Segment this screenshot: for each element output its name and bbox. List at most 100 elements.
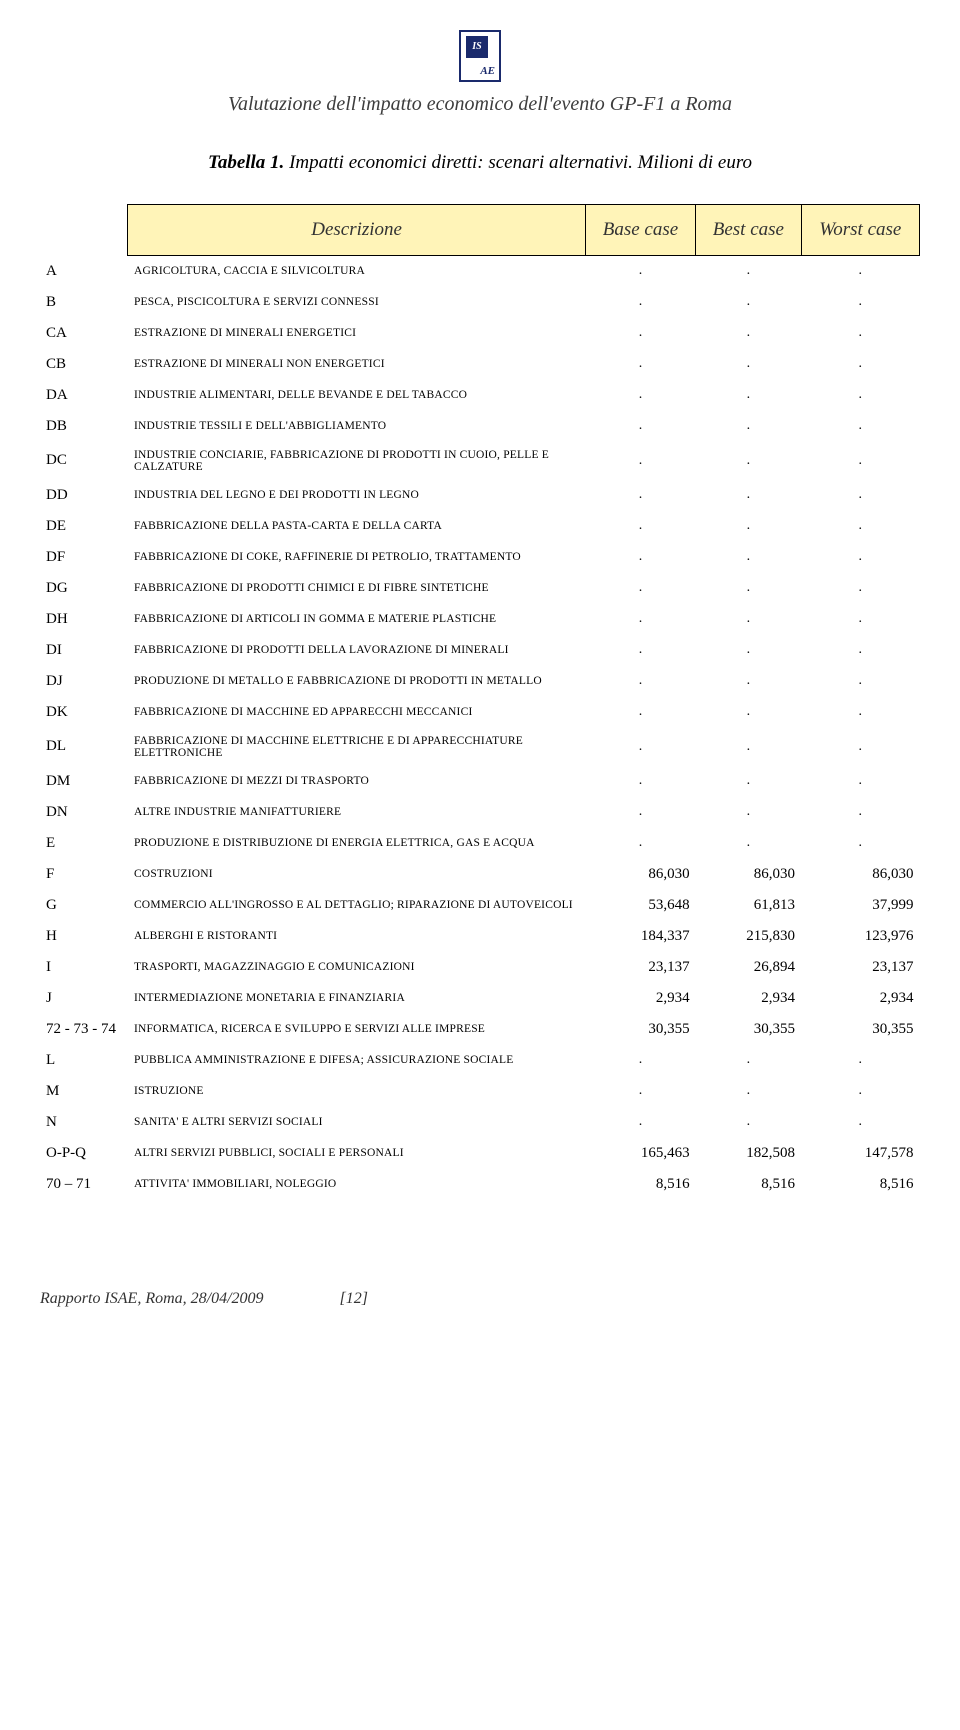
- row-description: TRASPORTI, MAGAZZINAGGIO E COMUNICAZIONI: [128, 952, 585, 983]
- row-description: FABBRICAZIONE DI PRODOTTI DELLA LAVORAZI…: [128, 635, 585, 666]
- header-descrizione: Descrizione: [128, 205, 585, 256]
- row-value: 2,934: [585, 983, 695, 1014]
- row-value: 86,030: [585, 859, 695, 890]
- row-description: FABBRICAZIONE DI MACCHINE ED APPARECCHI …: [128, 697, 585, 728]
- row-value: .: [696, 480, 801, 511]
- row-value: .: [585, 573, 695, 604]
- row-value: .: [696, 318, 801, 349]
- row-value: .: [696, 828, 801, 859]
- table-row: CAESTRAZIONE DI MINERALI ENERGETICI...: [40, 318, 920, 349]
- row-value: .: [801, 411, 919, 442]
- row-value: .: [696, 511, 801, 542]
- row-description: FABBRICAZIONE DI PRODOTTI CHIMICI E DI F…: [128, 573, 585, 604]
- table-row: DHFABBRICAZIONE DI ARTICOLI IN GOMMA E M…: [40, 604, 920, 635]
- row-value: .: [585, 256, 695, 287]
- row-value: 37,999: [801, 890, 919, 921]
- row-value: 184,337: [585, 921, 695, 952]
- row-value: .: [696, 573, 801, 604]
- row-code: DG: [40, 573, 128, 604]
- row-code: M: [40, 1076, 128, 1107]
- row-code: L: [40, 1045, 128, 1076]
- isae-logo: IS AE: [459, 30, 501, 82]
- row-value: .: [801, 604, 919, 635]
- row-value: .: [585, 1045, 695, 1076]
- row-value: 8,516: [585, 1169, 695, 1200]
- row-description: AGRICOLTURA, CACCIA E SILVICOLTURA: [128, 256, 585, 287]
- row-description: SANITA' E ALTRI SERVIZI SOCIALI: [128, 1107, 585, 1138]
- row-value: .: [696, 697, 801, 728]
- table-row: DIFABBRICAZIONE DI PRODOTTI DELLA LAVORA…: [40, 635, 920, 666]
- header-best-case: Best case: [696, 205, 801, 256]
- table-row: 70 – 71ATTIVITA' IMMOBILIARI, NOLEGGIO8,…: [40, 1169, 920, 1200]
- row-description: INTERMEDIAZIONE MONETARIA E FINANZIARIA: [128, 983, 585, 1014]
- row-value: .: [585, 349, 695, 380]
- row-code: DL: [40, 728, 128, 766]
- row-value: .: [696, 287, 801, 318]
- row-value: .: [585, 1107, 695, 1138]
- row-value: .: [801, 828, 919, 859]
- row-value: 2,934: [801, 983, 919, 1014]
- logo-top-text: IS: [466, 36, 488, 58]
- row-value: 23,137: [801, 952, 919, 983]
- footer-page: [12]: [340, 1290, 368, 1307]
- row-value: .: [696, 635, 801, 666]
- row-value: 123,976: [801, 921, 919, 952]
- table-caption: Tabella 1. Impatti economici diretti: sc…: [40, 152, 920, 174]
- row-value: .: [585, 542, 695, 573]
- table-row: MISTRUZIONE...: [40, 1076, 920, 1107]
- table-row: CBESTRAZIONE DI MINERALI NON ENERGETICI.…: [40, 349, 920, 380]
- row-value: .: [801, 380, 919, 411]
- row-value: .: [801, 287, 919, 318]
- row-value: .: [585, 797, 695, 828]
- table-row: DFFABBRICAZIONE DI COKE, RAFFINERIE DI P…: [40, 542, 920, 573]
- row-description: INDUSTRIA DEL LEGNO E DEI PRODOTTI IN LE…: [128, 480, 585, 511]
- row-description: ATTIVITA' IMMOBILIARI, NOLEGGIO: [128, 1169, 585, 1200]
- table-row: DEFABBRICAZIONE DELLA PASTA-CARTA E DELL…: [40, 511, 920, 542]
- table-row: EPRODUZIONE E DISTRIBUZIONE DI ENERGIA E…: [40, 828, 920, 859]
- row-value: .: [696, 1076, 801, 1107]
- table-row: DKFABBRICAZIONE DI MACCHINE ED APPARECCH…: [40, 697, 920, 728]
- row-description: ALTRI SERVIZI PUBBLICI, SOCIALI E PERSON…: [128, 1138, 585, 1169]
- row-value: .: [585, 318, 695, 349]
- row-description: PRODUZIONE DI METALLO E FABBRICAZIONE DI…: [128, 666, 585, 697]
- row-code: DK: [40, 697, 128, 728]
- row-value: .: [696, 349, 801, 380]
- row-value: 86,030: [801, 859, 919, 890]
- row-value: .: [696, 728, 801, 766]
- row-code: B: [40, 287, 128, 318]
- row-description: ISTRUZIONE: [128, 1076, 585, 1107]
- row-value: .: [801, 442, 919, 480]
- row-value: .: [585, 697, 695, 728]
- row-value: .: [585, 511, 695, 542]
- row-value: 165,463: [585, 1138, 695, 1169]
- row-description: INDUSTRIE ALIMENTARI, DELLE BEVANDE E DE…: [128, 380, 585, 411]
- row-code: DB: [40, 411, 128, 442]
- row-value: .: [585, 604, 695, 635]
- table-row: DDINDUSTRIA DEL LEGNO E DEI PRODOTTI IN …: [40, 480, 920, 511]
- row-value: .: [801, 511, 919, 542]
- footer-left: Rapporto ISAE, Roma, 28/04/2009: [40, 1290, 264, 1307]
- header-corner: [40, 205, 128, 256]
- table-row: DNALTRE INDUSTRIE MANIFATTURIERE...: [40, 797, 920, 828]
- logo-container: IS AE: [40, 30, 920, 87]
- table-row: ITRASPORTI, MAGAZZINAGGIO E COMUNICAZION…: [40, 952, 920, 983]
- row-code: N: [40, 1107, 128, 1138]
- row-value: .: [696, 666, 801, 697]
- table-row: DCINDUSTRIE CONCIARIE, FABBRICAZIONE DI …: [40, 442, 920, 480]
- row-value: .: [696, 256, 801, 287]
- impacts-table: Descrizione Base case Best case Worst ca…: [40, 204, 920, 1200]
- table-row: DGFABBRICAZIONE DI PRODOTTI CHIMICI E DI…: [40, 573, 920, 604]
- row-code: I: [40, 952, 128, 983]
- row-code: DE: [40, 511, 128, 542]
- row-value: 26,894: [696, 952, 801, 983]
- table-row: FCOSTRUZIONI86,03086,03086,030: [40, 859, 920, 890]
- table-row: O-P-QALTRI SERVIZI PUBBLICI, SOCIALI E P…: [40, 1138, 920, 1169]
- row-value: .: [696, 542, 801, 573]
- row-value: 23,137: [585, 952, 695, 983]
- row-value: .: [585, 287, 695, 318]
- row-value: .: [585, 828, 695, 859]
- row-description: INDUSTRIE TESSILI E DELL'ABBIGLIAMENTO: [128, 411, 585, 442]
- document-title: Valutazione dell'impatto economico dell'…: [40, 93, 920, 116]
- row-value: .: [696, 604, 801, 635]
- row-code: J: [40, 983, 128, 1014]
